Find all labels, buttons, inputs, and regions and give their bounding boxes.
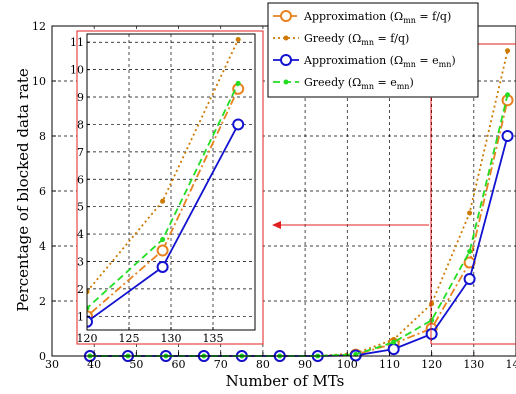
x-tick-label: 40 (87, 358, 101, 371)
legend-label-4: Greedy (Ωmn = emn) (304, 76, 414, 91)
inset-outer-frame (76, 30, 264, 345)
y-axis-label: Percentage of blocked data rate (14, 68, 32, 312)
inset-y-tick-label: 6 (77, 173, 84, 186)
inset-series-line-1 (87, 88, 240, 318)
inset-series-2-point (235, 36, 241, 42)
series-2-point (467, 210, 473, 216)
x-tick-label: 100 (337, 358, 358, 371)
inset-y-tick-label: 5 (77, 201, 84, 214)
x-tick-label: 70 (214, 358, 228, 371)
inset-series (87, 36, 245, 328)
legend: Approximation (Ωmn = f/q) Greedy (Ωmn = f… (267, 2, 479, 98)
legend-label-1: Approximation (Ωmn = f/q) (303, 10, 451, 25)
inset-y-tick-label: 3 (77, 255, 84, 268)
inset-y-tick-label: 1 (77, 310, 84, 323)
y-tick-label: 12 (32, 20, 46, 33)
inset-y-tick-label: 11 (70, 36, 84, 49)
series-2-point (429, 301, 435, 307)
inset-y-tick-label: 10 (70, 64, 84, 77)
x-tick-label: 120 (421, 358, 442, 371)
inset-plot: 120 125 130 135 1 2 3 4 5 6 7 8 9 10 11 (70, 30, 264, 345)
x-tick-label: 140 (506, 358, 516, 371)
inset-series-4-point (160, 237, 166, 243)
series-4-point (467, 249, 473, 254)
x-axis-label: Number of MTs (226, 372, 345, 390)
x-tick-label: 80 (256, 358, 270, 371)
legend-label-2: Greedy (Ωmn = f/q) (304, 32, 409, 47)
inset-series-2-point (87, 289, 90, 295)
x-tick-label: 60 (172, 358, 186, 371)
inset-x-tick-label: 120 (77, 332, 98, 345)
series-3-point (387, 343, 400, 356)
series-2-point (505, 48, 511, 54)
series-3-point (425, 328, 438, 340)
legend-label-3: Approximation (Ωmn = emn) (303, 54, 456, 69)
y-tick-label: 4 (39, 240, 46, 253)
inset-series-1-point (156, 244, 169, 257)
series-4-point (429, 317, 435, 323)
inset-series-3-point (87, 315, 93, 328)
inset-y-tick-label: 7 (77, 146, 84, 159)
main-tick-labels: 30405060708090100110120130140024681012 (32, 20, 516, 371)
y-tick-label: 0 (39, 350, 46, 363)
inset-series-4-point (235, 80, 241, 86)
legend-box (267, 2, 479, 98)
inset-x-tick-label: 130 (161, 332, 182, 345)
y-tick-label: 2 (39, 295, 46, 308)
inset-series-4-point (87, 305, 90, 311)
legend-swatch-marker-2 (283, 35, 289, 41)
inset-series-3-point (156, 260, 169, 273)
x-tick-label: 130 (463, 358, 484, 371)
x-tick-label: 30 (45, 358, 59, 371)
legend-swatch-marker-4 (283, 79, 289, 85)
inset-y-tick-label: 4 (77, 228, 84, 241)
inset-y-tick-label: 9 (77, 91, 84, 104)
inset-y-tick-label: 2 (77, 283, 84, 296)
series-3-point (501, 130, 514, 142)
inset-series-line-3 (87, 124, 239, 323)
x-tick-label: 90 (298, 358, 312, 371)
y-tick-label: 8 (39, 130, 46, 143)
inset-x-tick-label: 125 (119, 332, 140, 345)
x-tick-label: 110 (379, 358, 400, 371)
inset-y-tick-label: 8 (77, 118, 84, 131)
y-tick-label: 10 (32, 75, 46, 88)
legend-swatch-marker-1 (280, 10, 292, 22)
series-4-point (391, 339, 397, 345)
legend-swatch-marker-3 (280, 54, 292, 66)
inset-series-2-point (160, 198, 166, 204)
x-tick-label: 50 (129, 358, 143, 371)
y-tick-label: 6 (39, 185, 46, 198)
series-3-point (463, 273, 476, 285)
inset-series-3-point (232, 118, 245, 131)
zoom-arrowhead (272, 221, 281, 229)
series-4-point (505, 92, 511, 98)
inset-x-tick-label: 135 (203, 332, 224, 345)
